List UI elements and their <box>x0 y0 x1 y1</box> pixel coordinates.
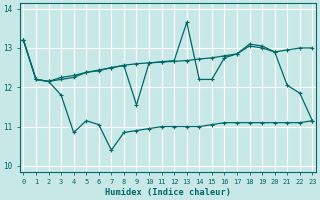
X-axis label: Humidex (Indice chaleur): Humidex (Indice chaleur) <box>105 188 231 197</box>
